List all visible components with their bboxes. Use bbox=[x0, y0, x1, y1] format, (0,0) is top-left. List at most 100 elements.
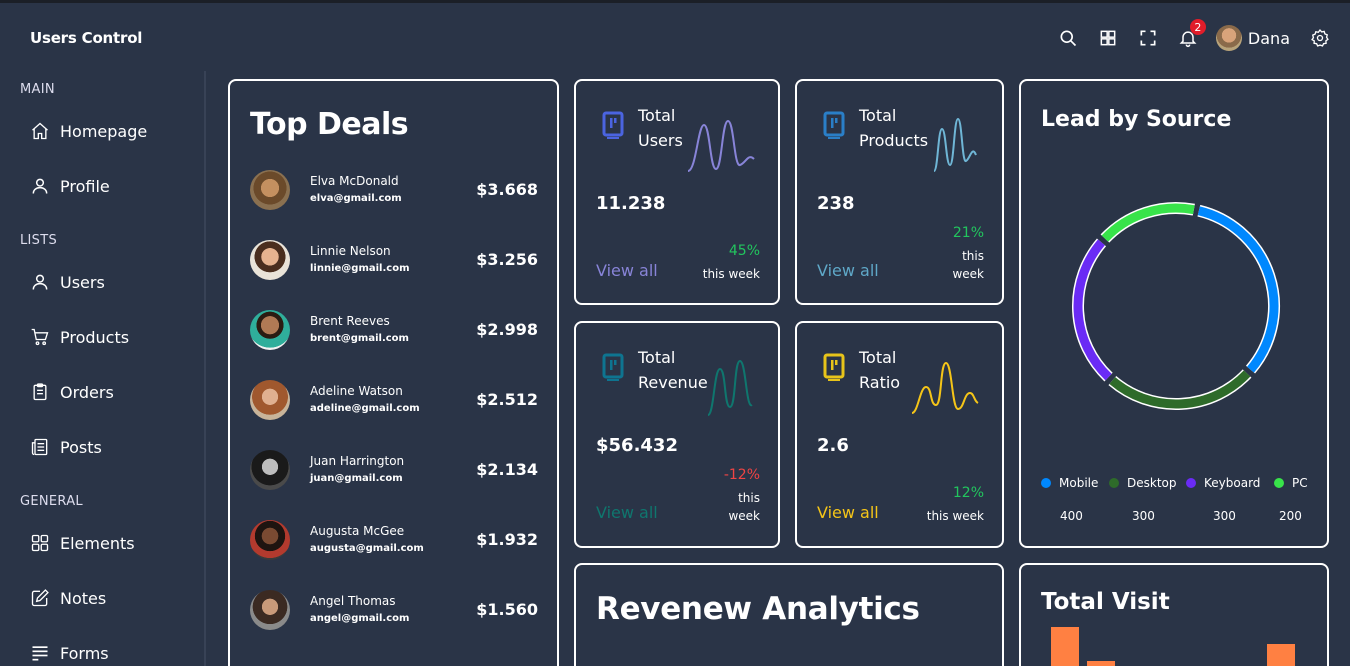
fullscreen-icon[interactable] bbox=[1138, 28, 1158, 48]
total-visit-title: Total Visit bbox=[1041, 589, 1170, 615]
stat-icon bbox=[823, 111, 845, 139]
table-row[interactable]: Augusta McGee augusta@gmail.com $1.932 bbox=[250, 520, 538, 564]
stat-card-total-users: Total Users 11.238 View all 45% this week bbox=[574, 79, 780, 305]
home-icon bbox=[32, 122, 48, 140]
legend-item: Mobile bbox=[1041, 476, 1098, 490]
donut-slice-keyboard[interactable] bbox=[1073, 239, 1112, 381]
table-row[interactable]: Adeline Watson adeline@gmail.com $2.512 bbox=[250, 380, 538, 424]
legend-value: 400 bbox=[1060, 509, 1083, 523]
avatar bbox=[250, 590, 290, 630]
total-visit-card: Total Visit bbox=[1019, 563, 1329, 666]
deal-amount: $1.560 bbox=[476, 600, 538, 619]
stat-title: Total Users bbox=[638, 106, 683, 150]
clipboard-icon bbox=[33, 383, 47, 401]
newspaper-icon bbox=[31, 438, 48, 456]
avatar bbox=[250, 380, 290, 420]
avatar bbox=[250, 240, 290, 280]
apps-grid-icon[interactable] bbox=[1098, 28, 1118, 48]
top-deals-title: Top Deals bbox=[250, 107, 409, 142]
sidebar-item-label: Posts bbox=[60, 437, 102, 457]
gear-icon[interactable] bbox=[1310, 28, 1330, 48]
stat-period: this week bbox=[728, 491, 760, 523]
deal-amount: $3.668 bbox=[476, 180, 538, 199]
sparkline-chart bbox=[687, 119, 755, 172]
legend-value: 200 bbox=[1279, 509, 1302, 523]
sidebar: MAIN Homepage Profile LISTS Users Produc… bbox=[0, 71, 206, 666]
avatar bbox=[1215, 25, 1242, 51]
sidebar-item-profile[interactable]: Profile bbox=[30, 176, 110, 196]
stat-value: $56.432 bbox=[596, 435, 678, 456]
table-row[interactable]: Brent Reeves brent@gmail.com $2.998 bbox=[250, 310, 538, 354]
legend-item: PC bbox=[1274, 476, 1308, 490]
sidebar-item-posts[interactable]: Posts bbox=[30, 437, 102, 457]
sidebar-item-orders[interactable]: Orders bbox=[30, 382, 114, 402]
donut-slice-mobile[interactable] bbox=[1197, 206, 1279, 373]
top-icons: 2 Dana bbox=[1038, 19, 1330, 53]
deal-email: elva@gmail.com bbox=[310, 193, 402, 204]
deal-name: Linnie Nelson bbox=[310, 244, 391, 258]
view-all-link[interactable]: View all bbox=[817, 503, 879, 522]
user-menu[interactable]: Dana bbox=[1215, 25, 1290, 51]
avatar bbox=[250, 170, 290, 210]
deal-email: brent@gmail.com bbox=[310, 333, 409, 344]
avatar bbox=[250, 310, 290, 350]
stat-period: this week bbox=[702, 267, 760, 281]
deal-email: angel@gmail.com bbox=[310, 613, 410, 624]
table-row[interactable]: Angel Thomas angel@gmail.com $1.560 bbox=[250, 590, 538, 634]
sparkline-chart bbox=[933, 117, 977, 172]
sidebar-section-title: GENERAL bbox=[20, 494, 83, 509]
sidebar-item-users[interactable]: Users bbox=[30, 272, 105, 292]
sidebar-item-homepage[interactable]: Homepage bbox=[30, 121, 147, 141]
stat-percent: -12% bbox=[723, 467, 760, 483]
sidebar-item-forms[interactable]: Forms bbox=[30, 643, 109, 663]
view-all-link[interactable]: View all bbox=[817, 261, 879, 280]
revenue-analytics-card: Revenew Analytics bbox=[574, 563, 1004, 666]
donut-slice-desktop[interactable] bbox=[1109, 370, 1251, 409]
deal-amount: $1.932 bbox=[476, 530, 538, 549]
notification-bell-icon[interactable]: 2 bbox=[1178, 19, 1206, 48]
deal-name: Angel Thomas bbox=[310, 594, 396, 608]
sparkline-chart bbox=[707, 359, 753, 416]
deal-name: Juan Harrington bbox=[310, 454, 405, 468]
stat-period: this week bbox=[926, 509, 984, 523]
legend-value: 300 bbox=[1132, 509, 1155, 523]
deal-amount: $2.998 bbox=[476, 320, 538, 339]
deal-amount: $2.134 bbox=[476, 460, 538, 479]
chart-bar bbox=[1267, 644, 1295, 666]
table-row[interactable]: Juan Harrington juan@gmail.com $2.134 bbox=[250, 450, 538, 494]
deal-name: Augusta McGee bbox=[310, 524, 405, 538]
deal-amount: $3.256 bbox=[476, 250, 538, 269]
sidebar-item-label: Products bbox=[60, 327, 130, 347]
deal-email: augusta@gmail.com bbox=[310, 543, 424, 554]
notification-badge: 2 bbox=[1189, 19, 1206, 35]
sidebar-item-label: Profile bbox=[60, 176, 110, 196]
stat-percent: 21% bbox=[952, 225, 984, 241]
view-all-link[interactable]: View all bbox=[596, 261, 658, 280]
stat-percent: 45% bbox=[728, 243, 760, 259]
grid-icon bbox=[31, 534, 49, 552]
deal-name: Elva McDonald bbox=[310, 174, 399, 188]
user-icon bbox=[32, 178, 48, 194]
view-all-link[interactable]: View all bbox=[596, 503, 658, 522]
search-icon[interactable] bbox=[1058, 28, 1078, 48]
deal-email: adeline@gmail.com bbox=[310, 403, 420, 414]
sidebar-item-label: Users bbox=[60, 272, 105, 292]
table-row[interactable]: Linnie Nelson linnie@gmail.com $3.256 bbox=[250, 240, 538, 284]
legend-dot bbox=[1186, 478, 1196, 488]
sidebar-item-notes[interactable]: Notes bbox=[30, 588, 106, 608]
app-logo[interactable]: Users Control bbox=[30, 29, 143, 47]
user-icon bbox=[32, 274, 48, 290]
stat-icon bbox=[602, 353, 624, 381]
revenue-analytics-title: Revenew Analytics bbox=[596, 591, 920, 627]
stat-card-total-ratio: Total Ratio 2.6 View all 12% this week bbox=[795, 321, 1004, 548]
sidebar-item-label: Elements bbox=[60, 533, 135, 553]
sidebar-item-label: Forms bbox=[60, 643, 109, 663]
user-name: Dana bbox=[1247, 28, 1290, 48]
top-deals-card: Top Deals Elva McDonald elva@gmail.com $… bbox=[228, 79, 559, 666]
sidebar-item-products[interactable]: Products bbox=[30, 327, 129, 347]
donut-slice-pc[interactable] bbox=[1101, 203, 1195, 242]
sidebar-item-elements[interactable]: Elements bbox=[30, 533, 135, 553]
table-row[interactable]: Elva McDonald elva@gmail.com $3.668 bbox=[250, 170, 538, 214]
legend-value: 300 bbox=[1213, 509, 1236, 523]
legend-dot bbox=[1274, 478, 1284, 488]
